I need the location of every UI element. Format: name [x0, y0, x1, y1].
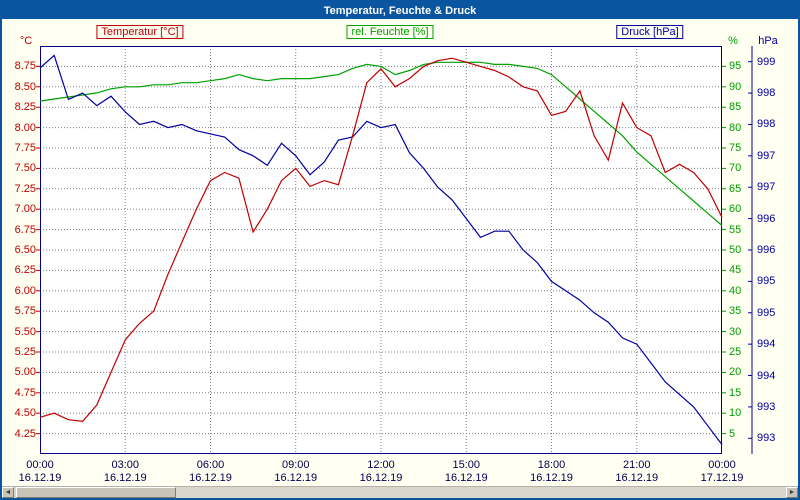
temperature-tick-label: 8.25 [14, 101, 36, 114]
time-tick-label: 00:00 [708, 459, 736, 471]
temperature-tick-label: 5.50 [14, 325, 36, 338]
date-tick-label: 17.12.19 [700, 472, 744, 484]
temperature-tick-label: 4.75 [14, 386, 36, 399]
pressure-tick-label: 993 [757, 432, 776, 445]
humidity-tick-label: 65 [729, 182, 742, 195]
pressure-tick-label: 996 [757, 212, 776, 225]
pressure-tick-label: 998 [757, 87, 776, 100]
scroll-left-button[interactable]: ◄ [2, 487, 14, 498]
pressure-tick-label: 999 [757, 55, 776, 68]
humidity-tick-label: 95 [729, 60, 742, 73]
temperature-tick-label: 4.50 [14, 407, 36, 420]
window-title: Temperatur, Feuchte & Druck [323, 4, 477, 17]
humidity-tick-label: 20 [729, 366, 742, 379]
date-tick-label: 16.12.19 [444, 472, 488, 484]
time-tick-label: 03:00 [111, 459, 140, 471]
temperature-tick-label: 5.75 [14, 305, 36, 318]
time-tick-label: 15:00 [452, 459, 481, 471]
temperature-tick-label: 6.00 [14, 284, 36, 297]
scroll-right-button[interactable]: ► [786, 487, 798, 498]
plot-canvas [36, 46, 753, 454]
horizontal-scrollbar[interactable]: ◄ ► [2, 486, 798, 498]
time-tick-label: 06:00 [196, 459, 225, 471]
humidity-tick-label: 70 [729, 162, 742, 175]
time-tick-label: 18:00 [537, 459, 566, 471]
date-tick-label: 16.12.19 [359, 472, 403, 484]
temperature-tick-label: 8.75 [14, 60, 36, 73]
humidity-tick-label: 45 [729, 264, 742, 277]
humidity-tick-label: 55 [729, 223, 742, 236]
legend-pressure: Druck [hPa] [616, 25, 684, 39]
plot-border [40, 46, 722, 454]
date-tick-label: 16.12.19 [274, 472, 318, 484]
humidity-tick-label: 35 [729, 305, 742, 318]
temperature-tick-label: 7.75 [14, 142, 36, 154]
humidity-tick-label: 40 [729, 284, 742, 297]
legend-temperature: Temperatur [°C] [96, 25, 184, 39]
pressure-tick-label: 995 [757, 275, 776, 288]
humidity-tick-label: 85 [729, 101, 742, 114]
date-tick-label: 16.12.19 [189, 472, 232, 484]
pressure-tick-label: 997 [757, 181, 776, 194]
pressure-axis-unit: hPa [758, 35, 778, 47]
temperature-tick-label: 6.25 [14, 264, 36, 277]
temperature-tick-label: 7.00 [14, 203, 36, 216]
temperature-tick-label: 5.00 [14, 366, 36, 379]
time-tick-label: 12:00 [367, 459, 395, 471]
time-tick-label: 09:00 [281, 459, 310, 471]
chart-area: Temperatur [°C] rel. Feuchte [%] Druck [… [2, 19, 798, 486]
temperature-tick-label: 6.75 [14, 223, 36, 236]
humidity-tick-label: 50 [729, 244, 742, 256]
temperature-tick-label: 8.50 [14, 80, 36, 93]
date-tick-label: 16.12.19 [103, 472, 147, 484]
humidity-tick-label: 5 [729, 427, 736, 440]
scroll-right-arrow-icon: ► [788, 489, 796, 496]
date-tick-label: 16.12.19 [530, 472, 573, 484]
humidity-axis-unit: % [728, 35, 738, 47]
humidity-tick-label: 60 [729, 203, 742, 216]
pressure-tick-label: 993 [757, 400, 776, 413]
humidity-tick-label: 10 [729, 407, 742, 420]
time-tick-label: 00:00 [26, 459, 54, 471]
humidity-tick-label: 25 [729, 346, 742, 358]
pressure-line [39, 54, 723, 445]
humidity-tick-label: 30 [729, 325, 742, 338]
pressure-tick-label: 997 [757, 149, 776, 162]
window-titlebar: Temperatur, Feuchte & Druck [2, 2, 798, 19]
temperature-tick-label: 6.50 [14, 244, 36, 256]
temperature-tick-label: 8.00 [14, 121, 36, 134]
humidity-tick-label: 80 [729, 121, 742, 134]
temperature-tick-label: 4.25 [14, 427, 36, 440]
temperature-tick-label: 7.25 [14, 182, 36, 195]
date-tick-label: 16.12.19 [18, 472, 62, 484]
pressure-tick-label: 998 [757, 118, 776, 131]
temperature-tick-label: 7.50 [14, 162, 36, 175]
pressure-tick-label: 995 [757, 306, 776, 319]
pressure-tick-label: 996 [757, 244, 776, 256]
legend-humidity: rel. Feuchte [%] [346, 25, 434, 39]
humidity-tick-label: 90 [729, 80, 742, 93]
temperature-axis-unit: °C [19, 35, 33, 47]
scrollbar-thumb[interactable] [16, 487, 176, 498]
humidity-tick-label: 75 [729, 142, 742, 154]
humidity-tick-label: 15 [729, 386, 742, 399]
time-tick-label: 21:00 [622, 459, 651, 471]
humidity-line [39, 61, 723, 226]
temperature-line [39, 57, 723, 423]
scroll-left-arrow-icon: ◄ [4, 489, 12, 496]
temperature-tick-label: 5.25 [14, 346, 36, 358]
pressure-tick-label: 994 [757, 369, 776, 382]
pressure-tick-label: 994 [757, 338, 776, 351]
date-tick-label: 16.12.19 [615, 472, 659, 484]
